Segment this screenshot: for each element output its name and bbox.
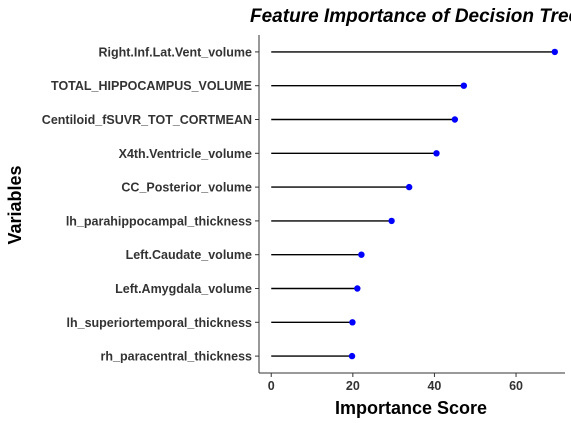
lollipop-point <box>348 352 356 360</box>
y-tick-label: lh_parahippocampal_thickness <box>66 214 252 228</box>
lollipop-point <box>433 150 440 157</box>
chart-title: Feature Importance of Decision Tree <box>250 6 571 27</box>
lollipop-point <box>354 285 361 292</box>
y-tick-label: lh_superiortemporal_thickness <box>67 316 253 330</box>
y-tick-label: Right.Inf.Lat.Vent_volume <box>99 45 253 59</box>
lollipop-point <box>358 251 365 258</box>
y-tick-label: TOTAL_HIPPOCAMPUS_VOLUME <box>51 79 252 93</box>
y-tick-label: Left.Caudate_volume <box>126 248 252 262</box>
y-axis-label: Variables <box>5 165 25 244</box>
plot-area: Right.Inf.Lat.Vent_volume TOTAL_HIPPOCAMP… <box>42 35 565 393</box>
y-tick-label: X4th.Ventricle_volume <box>119 147 252 161</box>
lollipop-point <box>451 116 459 123</box>
lollipop-point <box>405 183 413 191</box>
x-tick-label: 40 <box>427 379 441 393</box>
y-tick-label: CC_Posterior_volume <box>121 181 252 195</box>
x-tick-label: 20 <box>346 379 360 393</box>
x-axis-label: Importance Score <box>335 398 487 418</box>
y-tick-label: Centiloid_fSUVR_TOT_CORTMEAN <box>42 113 252 127</box>
x-tick-label: 60 <box>509 379 523 393</box>
lollipop-point <box>388 217 395 225</box>
lollipop-point <box>460 82 468 89</box>
y-tick-label: rh_paracentral_thickness <box>101 350 253 364</box>
x-tick-label: 0 <box>268 379 275 393</box>
y-tick-label: Left.Amygdala_volume <box>115 282 252 296</box>
lollipop-point <box>551 48 558 56</box>
lollipop-point <box>349 319 356 326</box>
